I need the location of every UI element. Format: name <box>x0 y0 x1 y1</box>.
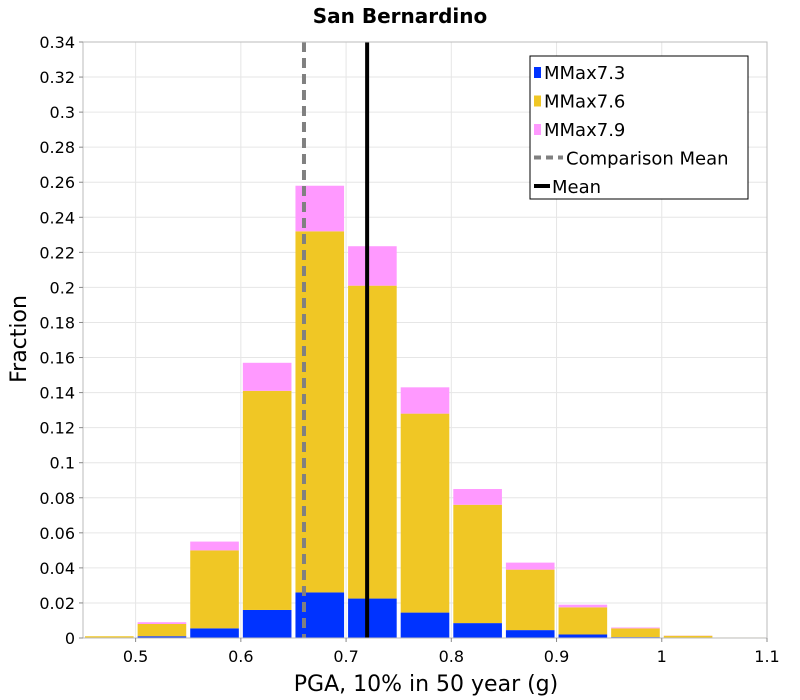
bar-mmax7-6-0 <box>85 636 134 638</box>
y-tick-label: 0.22 <box>39 243 75 262</box>
bar-mmax7-6-9 <box>558 607 608 635</box>
bar-mmax7-9-8 <box>505 562 555 570</box>
y-tick-label: 0.14 <box>39 384 75 403</box>
bar-mmax7-9-10 <box>611 627 660 629</box>
y-tick-label: 0.3 <box>50 103 75 122</box>
bar-mmax7-3-2 <box>190 628 239 638</box>
bar-mmax7-3-9 <box>558 634 608 638</box>
x-axis-label: PGA, 10% in 50 year (g) <box>294 672 558 697</box>
bar-mmax7-3-8 <box>505 630 555 638</box>
legend-label: Comparison Mean <box>566 149 729 170</box>
y-axis-label: Fraction <box>7 295 32 383</box>
y-tick-label: 0.2 <box>50 278 75 297</box>
bar-mmax7-6-7 <box>453 504 502 624</box>
bar-mmax7-6-1 <box>137 623 187 637</box>
bar-mmax7-3-5 <box>348 598 397 638</box>
y-tick-label: 0.08 <box>39 489 75 508</box>
bar-mmax7-3-7 <box>453 623 502 638</box>
y-tick-label: 0.16 <box>39 349 75 368</box>
bar-mmax7-3-1 <box>137 636 187 638</box>
y-tick-label: 0.34 <box>39 33 75 52</box>
y-tick-label: 0.1 <box>50 454 75 473</box>
legend-label: MMax7.9 <box>544 120 625 141</box>
y-tick-label: 0.32 <box>39 68 75 87</box>
legend: MMax7.3 MMax7.6 MMax7.9 Comparison Mean Mean <box>529 55 749 200</box>
y-tick-label: 0.02 <box>39 594 75 613</box>
legend-swatch <box>534 124 541 135</box>
y-tick-label: 0.06 <box>39 524 75 543</box>
bar-mmax7-9-6 <box>400 387 450 414</box>
legend-label: MMax7.6 <box>544 92 625 113</box>
x-tick-label: 1.1 <box>754 647 779 666</box>
y-tick-label: 0.18 <box>39 313 75 332</box>
axes: 0 0.02 0.04 0.06 0.08 0.1 0.12 0.14 0.16 0.18 0.2 0… <box>39 33 779 666</box>
bar-mmax7-9-7 <box>453 489 502 505</box>
bar-mmax7-6-2 <box>190 550 239 629</box>
legend-swatch <box>534 95 541 107</box>
bar-mmax7-9-9 <box>558 604 608 608</box>
y-tick-label: 0.26 <box>39 173 75 192</box>
x-tick-label: 0.9 <box>544 647 569 666</box>
legend-box <box>529 55 749 200</box>
bar-mmax7-6-8 <box>505 569 555 631</box>
bars <box>85 185 765 638</box>
x-tick-label: 0.6 <box>228 647 253 666</box>
y-tick-label: 0.24 <box>39 208 75 227</box>
y-tick-label: 0.04 <box>39 559 75 578</box>
chart-title: San Bernardino <box>313 4 488 28</box>
bar-mmax7-6-10 <box>611 628 660 638</box>
x-tick-label: 1 <box>657 647 667 666</box>
bar-mmax7-6-6 <box>400 413 450 613</box>
legend-label: Mean <box>552 177 601 198</box>
bar-mmax7-3-6 <box>400 612 450 638</box>
bar-mmax7-3-3 <box>242 609 292 638</box>
bar-mmax7-6-3 <box>242 390 292 610</box>
bar-mmax7-6-11 <box>663 635 713 638</box>
bar-mmax7-6-5 <box>348 285 397 599</box>
bar-mmax7-9-1 <box>137 622 187 624</box>
y-tick-label: 0 <box>65 629 75 648</box>
legend-label: MMax7.3 <box>544 63 625 84</box>
x-tick-label: 0.5 <box>123 647 148 666</box>
bar-mmax7-9-2 <box>190 541 239 551</box>
mean-lines <box>301 42 370 638</box>
legend-swatch <box>534 67 541 78</box>
x-tick-label: 0.8 <box>439 647 464 666</box>
bar-mmax7-9-3 <box>242 362 292 391</box>
plot-frame <box>82 41 768 639</box>
y-tick-label: 0.12 <box>39 419 75 438</box>
bar-mmax7-3-4 <box>295 592 345 638</box>
x-tick-label: 0.7 <box>333 647 358 666</box>
bar-mmax7-9-5 <box>348 246 397 286</box>
y-tick-label: 0.28 <box>39 138 75 157</box>
